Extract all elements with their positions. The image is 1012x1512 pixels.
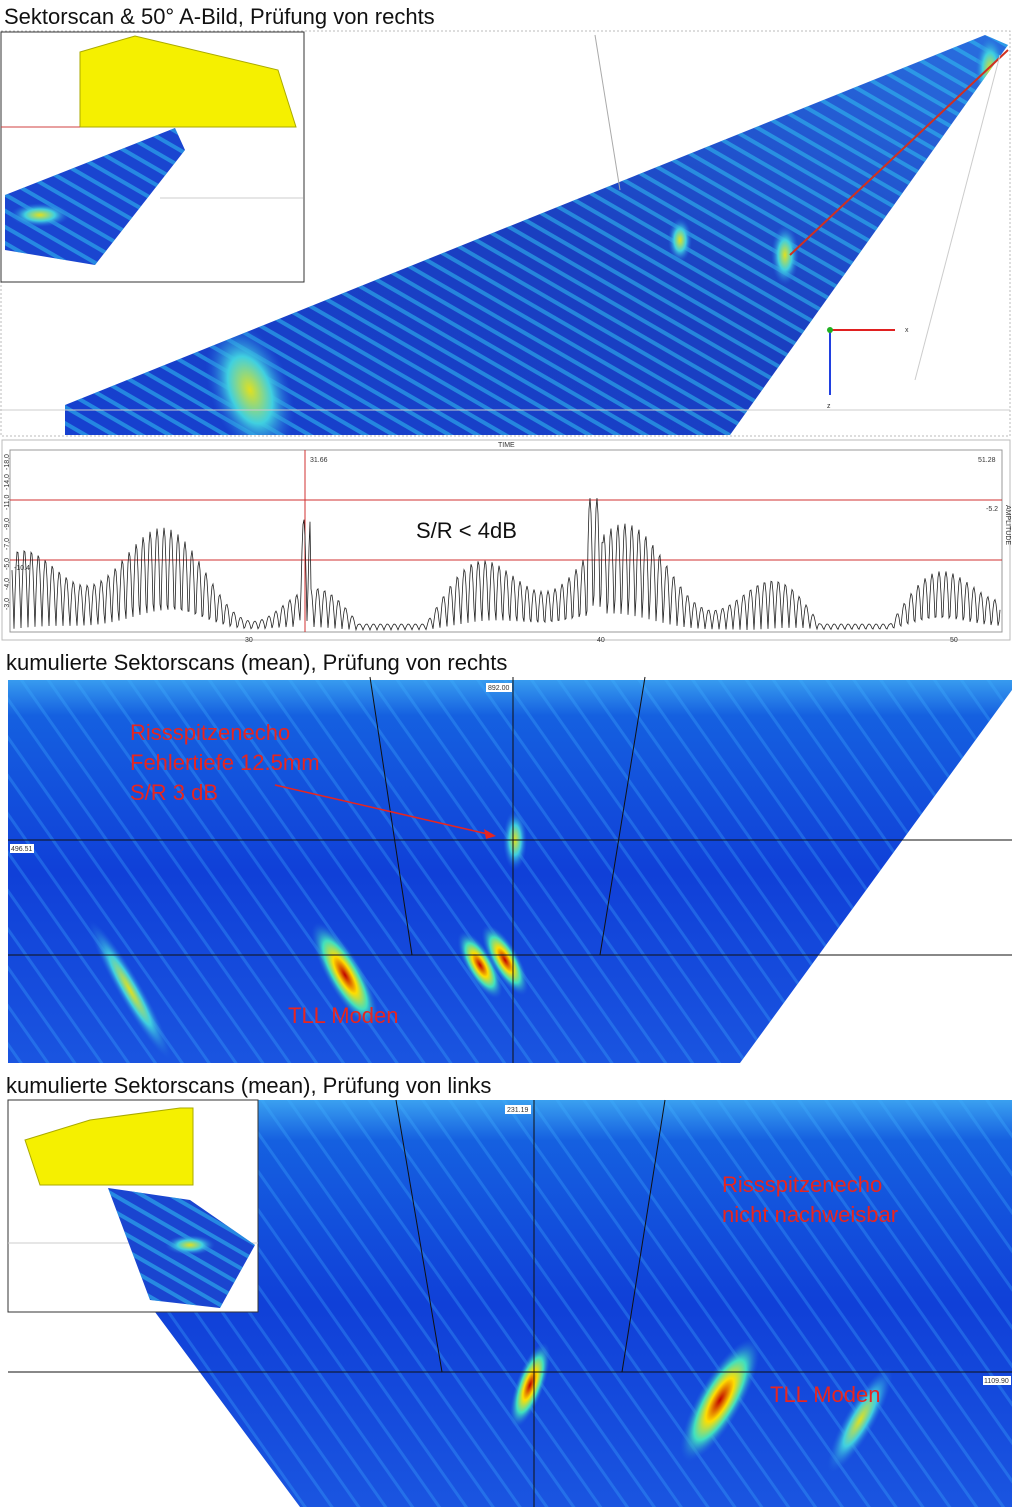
axis-origin xyxy=(827,327,833,333)
annotation: Rissspitzenecho xyxy=(130,720,290,745)
cursor-label: 231.19 xyxy=(507,1107,529,1114)
annotation: Fehlertiefe 12.5mm xyxy=(130,750,320,775)
annotation: S/R 3 dB xyxy=(130,780,218,805)
y-tick-label: -5,0 xyxy=(4,558,11,570)
figure: Sektorscan & 50° A-Bild, Prüfung von rec… xyxy=(0,0,1012,1507)
axis-label: x xyxy=(905,327,909,334)
depth-label: 1109.90 xyxy=(984,1378,1009,1385)
y-tick-label: -4,0 xyxy=(4,578,11,590)
gate-label: -5.2 xyxy=(986,506,998,513)
y-tick-label: -18,0 xyxy=(4,454,11,470)
x-tick-label: 40 xyxy=(597,637,605,644)
panel-title: kumulierte Sektorscans (mean), Prüfung v… xyxy=(6,1073,491,1098)
y-tick-label: -14,0 xyxy=(4,474,11,490)
x-tick-label: 50 xyxy=(950,637,958,644)
annotation: nicht nachweisbar xyxy=(722,1202,898,1227)
panel-title: Sektorscan & 50° A-Bild, Prüfung von rec… xyxy=(4,4,435,29)
mode-label: TLL Moden xyxy=(770,1382,880,1407)
probe-inset xyxy=(8,1100,258,1312)
a-scan-annotation: S/R < 4dB xyxy=(416,518,517,543)
cursor-label: 51.28 xyxy=(978,457,996,464)
y-axis-label: AMPLITUDE xyxy=(1004,505,1011,545)
probe-inset xyxy=(1,32,304,282)
axis-label: z xyxy=(827,403,831,410)
cumulative-scan xyxy=(150,1100,1012,1507)
mode-label: TLL Moden xyxy=(288,1003,398,1028)
y-tick-label: -9,0 xyxy=(4,518,11,530)
y-tick-label: -7,0 xyxy=(4,538,11,550)
page: Sektorscan & 50° A-Bild, Prüfung von rec… xyxy=(0,0,1012,1512)
annotation: Rissspitzenecho xyxy=(722,1172,882,1197)
a-scan-top-label: TIME xyxy=(498,442,515,449)
guide-line xyxy=(595,35,620,190)
panel-title: kumulierte Sektorscans (mean), Prüfung v… xyxy=(6,650,507,675)
cursor-label: 892.00 xyxy=(488,685,510,692)
depth-label: 496.51 xyxy=(11,846,33,853)
cursor-label: 31.66 xyxy=(310,457,328,464)
y-tick-label: -11,0 xyxy=(4,494,11,510)
y-tick-label: -3,0 xyxy=(4,598,11,610)
x-tick-label: 30 xyxy=(245,637,253,644)
